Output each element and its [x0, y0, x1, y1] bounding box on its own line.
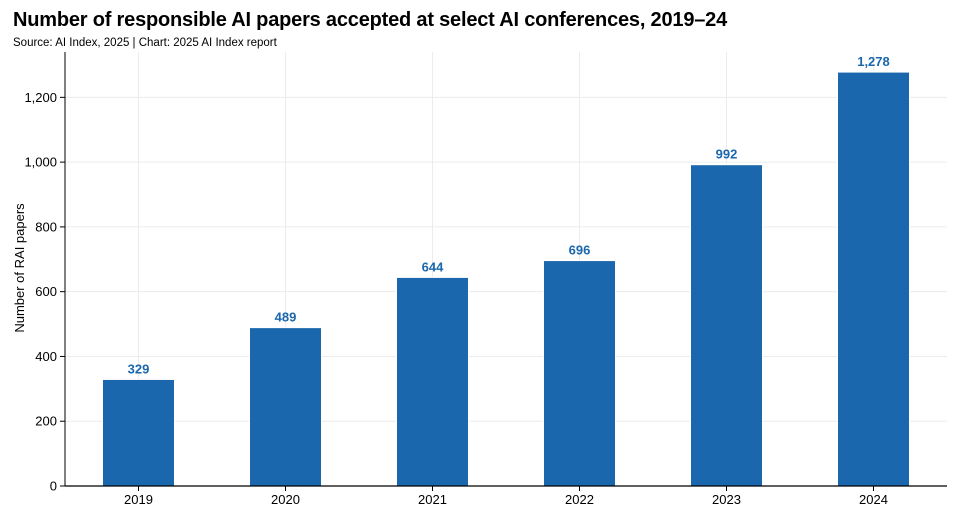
- x-tick-label-2024: 2024: [859, 492, 888, 507]
- x-tick-label-2023: 2023: [712, 492, 741, 507]
- data-label-2019: 329: [128, 361, 150, 376]
- data-label-2024: 1,278: [857, 54, 890, 69]
- bar-2019: [102, 378, 175, 487]
- axis-layer: 0 200 400 600 800 1,000 1,200 2019 2020 2021 2022 2…: [24, 52, 947, 507]
- data-label-2022: 696: [569, 243, 591, 258]
- bar-2022: [543, 260, 616, 487]
- x-tick-label-2020: 2020: [271, 492, 300, 507]
- x-tick-label-2021: 2021: [418, 492, 447, 507]
- bar-2021: [396, 276, 469, 487]
- data-label-2023: 992: [716, 147, 738, 162]
- bar-2023: [690, 164, 763, 487]
- chart-subtitle: Source: AI Index, 2025 | Chart: 2025 AI …: [13, 37, 277, 49]
- y-tick-label: 1,000: [24, 155, 57, 170]
- bar-layer: 329 489 644 696 992 1,278: [102, 54, 910, 487]
- y-tick-label: 400: [35, 349, 57, 364]
- x-tick-label-2022: 2022: [565, 492, 594, 507]
- data-label-2021: 644: [422, 259, 444, 274]
- grid-layer: [65, 52, 947, 486]
- y-axis-label: Number of RAI papers: [12, 203, 27, 333]
- data-label-2020: 489: [275, 310, 297, 325]
- bar-2020: [249, 327, 322, 487]
- bar-2024: [837, 71, 910, 487]
- y-tick-label: 600: [35, 284, 57, 299]
- y-tick-label: 200: [35, 414, 57, 429]
- chart-title: Number of responsible AI papers accepted…: [13, 9, 728, 31]
- y-tick-label: 800: [35, 219, 57, 234]
- y-tick-label: 0: [50, 479, 57, 494]
- y-tick-label: 1,200: [24, 90, 57, 105]
- x-tick-label-2019: 2019: [124, 492, 153, 507]
